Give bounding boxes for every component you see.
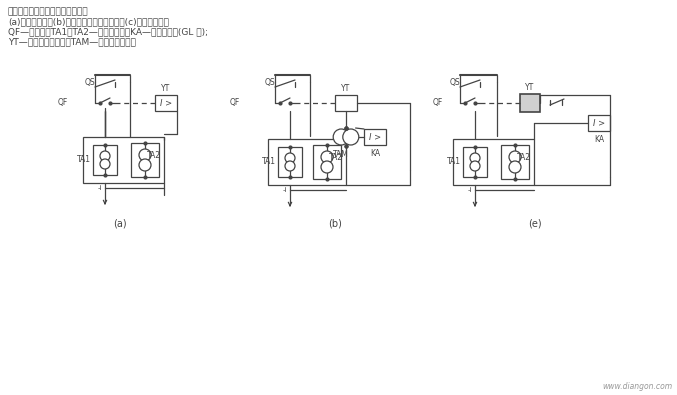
Circle shape <box>333 129 349 145</box>
Text: -i: -i <box>282 187 287 193</box>
Circle shape <box>139 159 151 171</box>
Text: TA1: TA1 <box>262 158 276 167</box>
Text: TA1: TA1 <box>77 156 91 164</box>
Text: -i: -i <box>97 185 102 191</box>
Text: KA: KA <box>370 149 380 158</box>
Text: QF—断路器；TA1、TA2—电流互感器；KA—电流继电器(GL 型);: QF—断路器；TA1、TA2—电流互感器；KA—电流继电器(GL 型); <box>8 27 208 36</box>
Circle shape <box>285 161 295 171</box>
Circle shape <box>470 153 480 163</box>
Text: TAM: TAM <box>333 150 349 159</box>
Circle shape <box>139 149 151 161</box>
Circle shape <box>321 151 333 163</box>
Circle shape <box>509 151 521 163</box>
Text: QF: QF <box>58 98 68 107</box>
Text: TA2: TA2 <box>329 152 343 162</box>
Bar <box>155 95 177 111</box>
Text: YT: YT <box>341 84 351 93</box>
Bar <box>131 143 159 177</box>
Text: I >: I > <box>160 98 172 107</box>
Bar <box>520 94 540 112</box>
Bar <box>93 145 117 175</box>
Text: QF: QF <box>433 98 443 107</box>
Circle shape <box>321 161 333 173</box>
Text: TA1: TA1 <box>447 158 461 167</box>
Text: YT: YT <box>161 84 171 93</box>
Bar <box>313 145 341 179</box>
Text: QS: QS <box>265 77 275 87</box>
Circle shape <box>100 159 110 169</box>
Text: I >: I > <box>593 118 605 128</box>
Text: www.diangon.com: www.diangon.com <box>602 382 672 391</box>
Text: KA: KA <box>594 135 604 144</box>
Bar <box>83 137 164 183</box>
Text: (a): (a) <box>113 219 127 229</box>
Circle shape <box>343 129 359 145</box>
Bar <box>278 147 302 177</box>
Text: TA2: TA2 <box>517 152 531 162</box>
Text: QS: QS <box>450 77 460 87</box>
Bar <box>501 145 529 179</box>
Text: I >: I > <box>369 132 381 141</box>
Text: YT: YT <box>525 83 535 92</box>
Bar <box>268 139 346 185</box>
Text: 交流操作的过电流保护原理接线图: 交流操作的过电流保护原理接线图 <box>8 7 89 16</box>
Text: -i: -i <box>468 187 472 193</box>
Bar <box>453 139 534 185</box>
Text: QS: QS <box>85 77 95 87</box>
Bar <box>335 95 357 111</box>
Bar <box>588 115 610 131</box>
Text: (e): (e) <box>528 219 542 229</box>
Circle shape <box>285 153 295 163</box>
Text: TA2: TA2 <box>147 150 161 160</box>
Text: QF: QF <box>230 98 240 107</box>
Bar <box>364 129 386 145</box>
Text: YT—断路器跳闸线圈；TAM—中间电流互感器: YT—断路器跳闸线圈；TAM—中间电流互感器 <box>8 37 136 46</box>
Text: (b): (b) <box>328 219 342 229</box>
Bar <box>463 147 487 177</box>
Circle shape <box>100 151 110 161</box>
Text: (a)直接动作式；(b)中间电流互感器动作式；(c)去分流跳闸式: (a)直接动作式；(b)中间电流互感器动作式；(c)去分流跳闸式 <box>8 17 169 26</box>
Circle shape <box>470 161 480 171</box>
Circle shape <box>509 161 521 173</box>
